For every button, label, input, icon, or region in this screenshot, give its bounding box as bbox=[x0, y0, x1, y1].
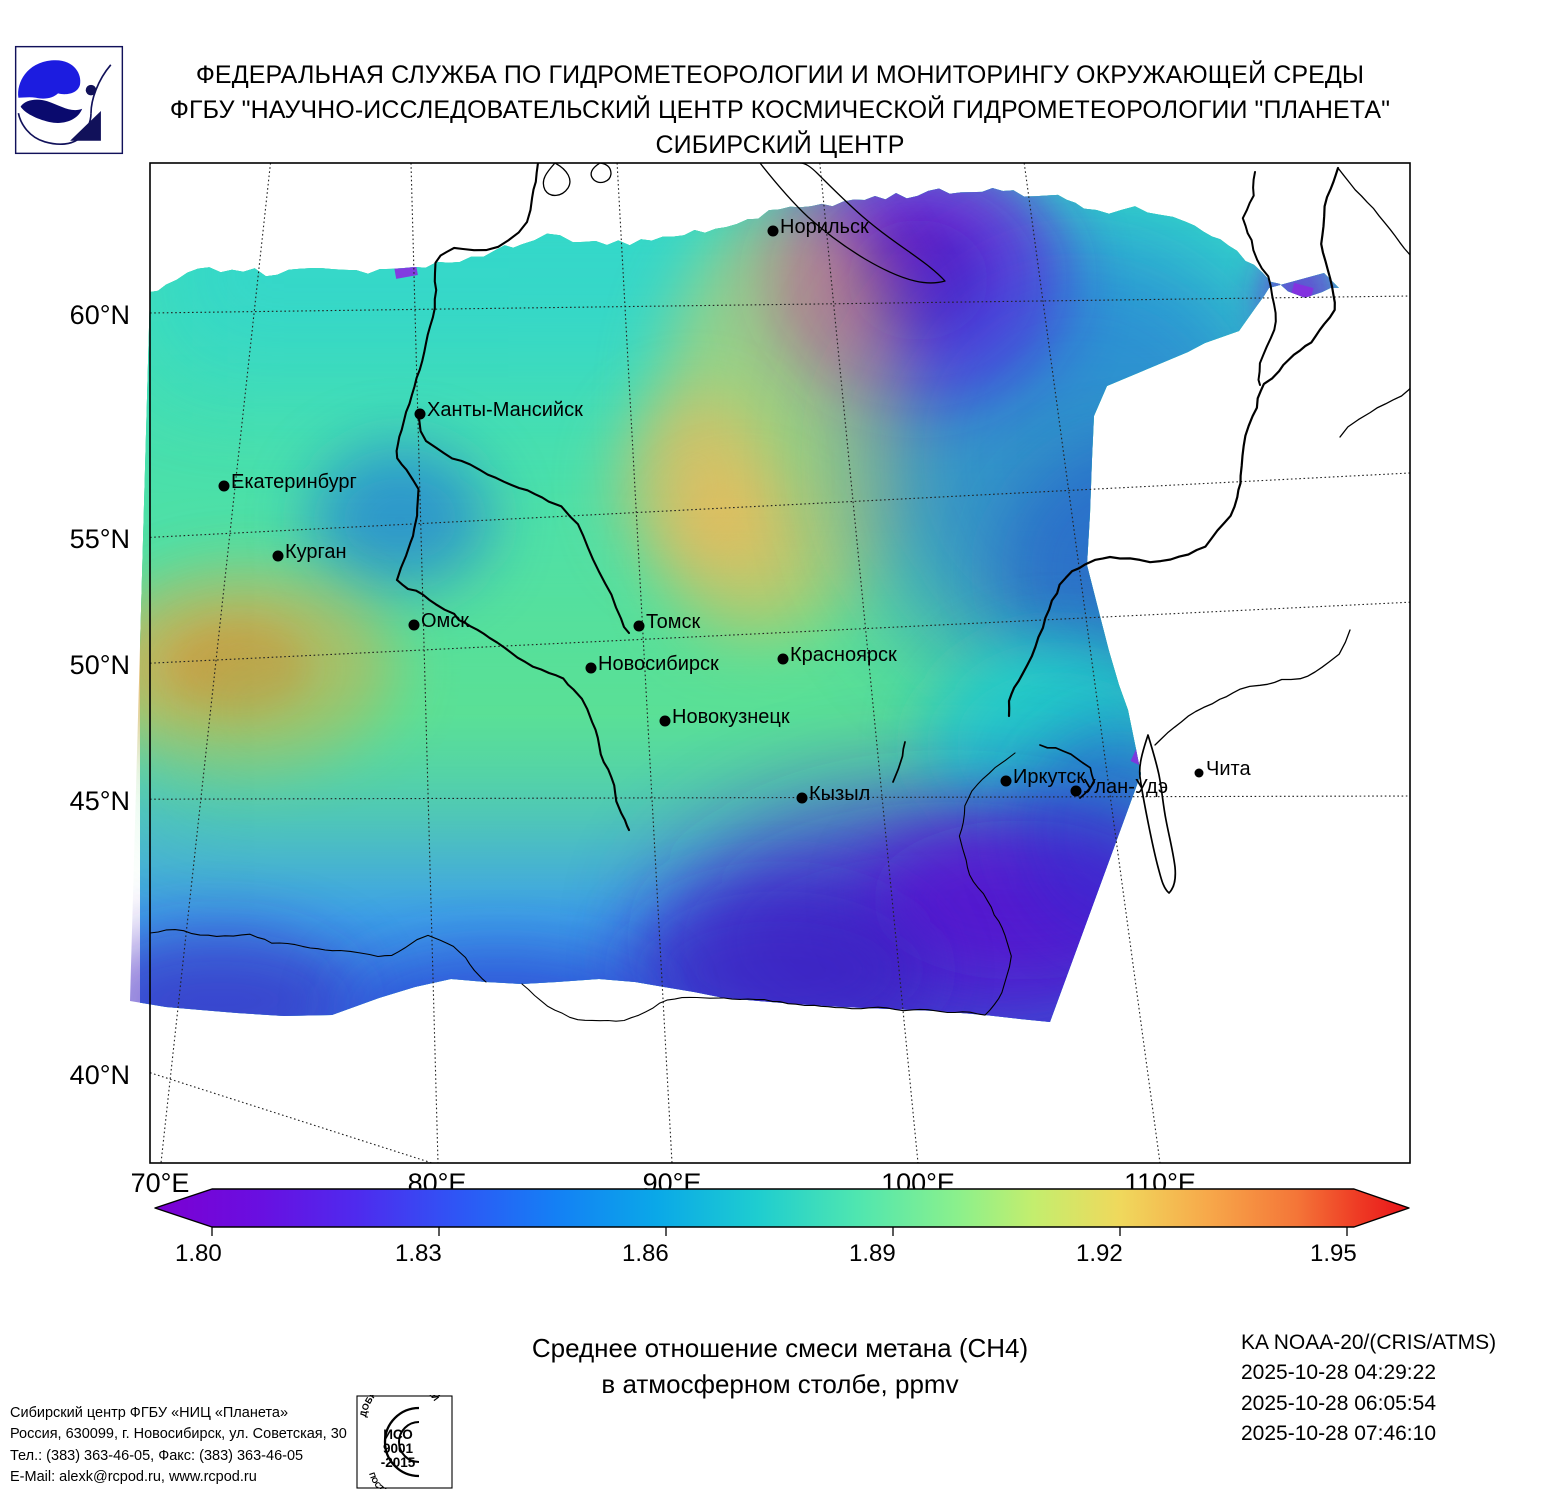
svg-text:9001: 9001 bbox=[383, 1441, 414, 1456]
svg-text:ИСО: ИСО bbox=[383, 1427, 413, 1442]
svg-text:-2015: -2015 bbox=[381, 1455, 416, 1470]
